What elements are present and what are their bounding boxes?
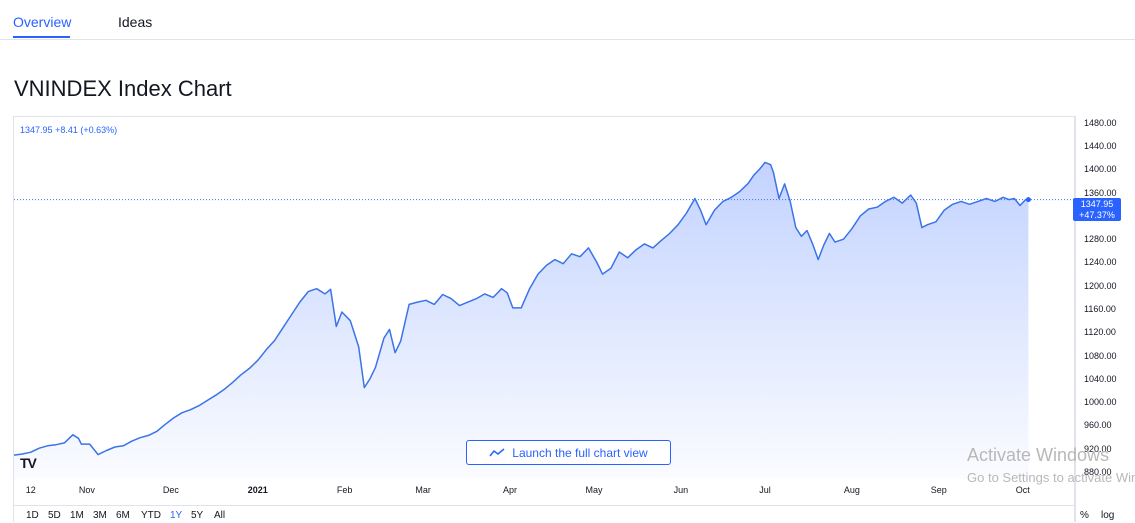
page-title: VNINDEX Index Chart bbox=[14, 76, 232, 101]
range-6m-button[interactable]: 6M bbox=[116, 510, 130, 521]
time-tick-label: Jul bbox=[759, 485, 771, 495]
time-tick-label: Nov bbox=[78, 485, 95, 495]
tab-overview[interactable]: Overview bbox=[13, 14, 72, 30]
range-1d-button[interactable]: 1D bbox=[26, 510, 39, 521]
chart-legend: 1347.95 +8.41 (+0.63%) bbox=[20, 125, 117, 135]
price-tick-label: 960.00 bbox=[1084, 420, 1112, 431]
legend-change-pct: (+0.63%) bbox=[80, 125, 118, 135]
legend-last: 1347.95 bbox=[20, 125, 53, 135]
price-tick-label: 1280.00 bbox=[1084, 234, 1117, 245]
percent-scale-toggle[interactable]: % bbox=[1080, 510, 1089, 521]
range-all-button[interactable]: All bbox=[214, 510, 226, 521]
legend-change: +8.41 bbox=[55, 125, 78, 135]
time-tick-label: Aug bbox=[843, 485, 860, 495]
chart-container[interactable] bbox=[13, 116, 1075, 522]
price-line bbox=[13, 161, 1029, 456]
bottom-toolbar bbox=[13, 505, 1075, 523]
price-tick-label: 1360.00 bbox=[1084, 187, 1117, 198]
range-1m-button[interactable]: 1M bbox=[70, 510, 84, 521]
price-tick-label: 1240.00 bbox=[1084, 257, 1117, 268]
price-tick-label: 1480.00 bbox=[1084, 117, 1117, 128]
trend-line-icon bbox=[489, 447, 505, 456]
range-3m-button[interactable]: 3M bbox=[93, 510, 107, 521]
price-axis-separator bbox=[1075, 116, 1076, 522]
price-tick-label: 1160.00 bbox=[1084, 304, 1116, 315]
launch-full-chart-label: Launch the full chart view bbox=[512, 445, 648, 460]
time-tick-label: Sep bbox=[930, 485, 947, 495]
price-area-fill bbox=[14, 162, 1029, 479]
time-tick-label: Mar bbox=[415, 485, 431, 495]
price-tick-label: 920.00 bbox=[1084, 443, 1112, 454]
price-tick-label: 1400.00 bbox=[1084, 164, 1117, 175]
time-tick-label: Dec bbox=[162, 485, 179, 495]
tab-bar: Overview Ideas bbox=[0, 0, 1135, 40]
range-1y-button[interactable]: 1Y bbox=[170, 510, 183, 521]
last-price-label: 1347.95 +47.37% bbox=[1073, 198, 1121, 221]
last-price-dot bbox=[1025, 197, 1031, 203]
time-tick-label: Apr bbox=[502, 485, 517, 495]
range-ytd-button[interactable]: YTD bbox=[141, 510, 161, 521]
launch-full-chart-button[interactable]: Launch the full chart view bbox=[466, 440, 671, 465]
time-tick-label: 12 bbox=[25, 485, 36, 495]
range-5y-button[interactable]: 5Y bbox=[191, 510, 204, 521]
price-tick-label: 1120.00 bbox=[1084, 327, 1116, 338]
last-price-value: 1347.95 bbox=[1080, 199, 1114, 209]
price-tick-label: 1200.00 bbox=[1084, 280, 1117, 291]
time-tick-label: May bbox=[585, 485, 603, 495]
price-tick-label: 1040.00 bbox=[1084, 373, 1117, 384]
range-5d-button[interactable]: 5D bbox=[48, 510, 61, 521]
time-tick-label: Oct bbox=[1015, 485, 1030, 495]
tab-ideas[interactable]: Ideas bbox=[118, 14, 153, 30]
watermark-line-1: Activate Windows bbox=[967, 445, 1110, 465]
active-tab-indicator bbox=[13, 36, 70, 38]
last-price-pct: +47.37% bbox=[1079, 210, 1115, 220]
price-tick-label: 880.00 bbox=[1084, 467, 1112, 478]
price-tick-label: 1440.00 bbox=[1084, 141, 1117, 152]
price-tick-label: 1080.00 bbox=[1084, 350, 1117, 361]
log-scale-toggle[interactable]: log bbox=[1101, 510, 1115, 521]
price-tick-label: 1000.00 bbox=[1084, 397, 1117, 408]
time-tick-label: 2021 bbox=[247, 485, 268, 495]
watermark-line-2: Go to Settings to activate Windows. bbox=[967, 470, 1135, 485]
time-tick-label: Feb bbox=[336, 485, 353, 495]
tradingview-logo-icon[interactable]: TV bbox=[20, 455, 37, 471]
time-tick-label: Jun bbox=[673, 485, 689, 495]
